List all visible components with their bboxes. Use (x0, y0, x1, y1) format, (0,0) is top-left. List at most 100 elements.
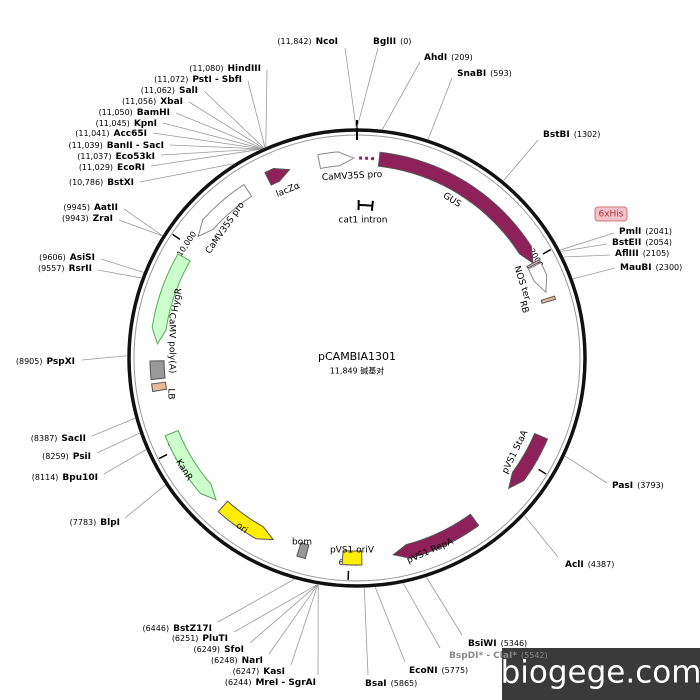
site-position: (9945) (63, 203, 90, 212)
feature-bracket (357, 199, 374, 211)
site-position: (11,842) (277, 37, 311, 46)
site-position: (8259) (42, 452, 69, 461)
site-position: (9606) (39, 253, 66, 262)
site-position: (11,029) (79, 163, 113, 172)
site-label: EcoNI (5775) (409, 666, 468, 676)
site-label: (6248) NarI (211, 656, 263, 666)
site-line (103, 449, 147, 475)
site-name: XbaI (160, 97, 183, 107)
site-position: (2105) (643, 249, 670, 258)
site-label: PmlI (2041) (619, 227, 672, 237)
feature-arrow (217, 500, 275, 541)
site-name: BsaI (365, 679, 387, 689)
site-label: (11,041) Acc65I (75, 129, 147, 139)
site-position: (2300) (656, 263, 683, 272)
feature-arrow (508, 432, 549, 490)
site-label: (11,029) EcoRI (79, 163, 145, 173)
site-name: PstI - SbfI (192, 75, 242, 85)
site-label: (11,056) XbaI (122, 97, 183, 107)
site-label: (11,037) Eco53kI (77, 152, 155, 162)
site-position: (3793) (637, 481, 664, 490)
site-line (169, 144, 262, 150)
site-position: (8114) (32, 473, 59, 482)
site-position: (6248) (211, 656, 238, 665)
site-name: EcoRI (117, 163, 145, 173)
site-name: Acc65I (113, 129, 147, 139)
site-label: MauBI (2300) (620, 263, 682, 273)
feature-box (149, 360, 166, 381)
site-name: RsrII (69, 264, 92, 274)
site-name: PsiI (73, 452, 91, 462)
site-name: AhdI (424, 53, 447, 63)
site-name: EcoNI (409, 666, 438, 676)
site-name: BstBI (543, 130, 570, 140)
feature-label: lacZα (275, 181, 302, 200)
site-label: (8905) PspXI (16, 357, 75, 367)
tick-mark (172, 233, 181, 241)
site-name: AclI (565, 560, 584, 570)
site-line (382, 61, 421, 130)
site-line (572, 267, 616, 280)
site-line (426, 577, 463, 636)
feature-arrow (164, 429, 217, 501)
site-label: (11,050) BamHI (99, 108, 170, 118)
site-position: (9557) (38, 264, 65, 273)
site-name: AsiSI (70, 253, 95, 263)
feature-label-box (594, 206, 628, 222)
plasmid-name: pCAMBIA1301 (318, 350, 396, 363)
site-name: SalI (179, 86, 198, 96)
site-position: (6251) (172, 634, 199, 643)
site-name: Eco53kI (115, 152, 155, 162)
feature-box (540, 295, 557, 304)
site-position: (11,041) (75, 129, 109, 138)
site-name: ZraI (93, 214, 113, 224)
site-label: (11,062) SalI (141, 86, 198, 96)
site-line (356, 47, 379, 129)
site-position: (11,045) (96, 119, 130, 128)
site-line (123, 208, 163, 236)
feature-label: HygR (170, 287, 184, 312)
site-line (268, 584, 319, 655)
feature-arrow (527, 262, 548, 294)
site-name: AflIII (615, 249, 639, 259)
site-position: (6249) (193, 645, 220, 654)
site-label: BsiWI (5346) (468, 639, 527, 649)
tick-mark (542, 248, 552, 255)
site-name: KpnI (134, 119, 157, 129)
site-position: (11,037) (77, 152, 111, 161)
site-position: (593) (490, 69, 512, 78)
site-position: (6446) (142, 624, 169, 633)
tick-mark (158, 453, 168, 460)
plasmid-length: 11,849 碱基对 (330, 366, 385, 376)
site-position: (6244) (225, 678, 252, 687)
site-line (150, 149, 261, 167)
site-label: AflIII (2105) (615, 249, 669, 259)
site-label: (11,842) NcoI (277, 37, 338, 47)
site-line (290, 584, 319, 666)
site-position: (8905) (16, 357, 43, 366)
site-name: SnaBI (457, 69, 486, 79)
site-label: SnaBI (593) (457, 69, 512, 79)
site-position: (6247) (233, 667, 260, 676)
site-line (100, 258, 144, 273)
site-name: BlpI (100, 518, 120, 528)
site-position: (5346) (501, 639, 528, 648)
feature-arrow (151, 253, 191, 346)
site-name: Bpu10I (62, 473, 98, 483)
site-label: (10,786) BstXI (69, 178, 134, 188)
site-position: (11,050) (99, 108, 133, 117)
site-line (249, 584, 318, 644)
site-name: BstXI (107, 178, 134, 188)
watermark-bg (502, 648, 700, 700)
feature-box (341, 549, 363, 566)
site-line (124, 484, 166, 519)
feature-label: CaMV35S pro (322, 170, 383, 183)
feature-box (296, 542, 310, 560)
site-label: AclI (4387) (565, 560, 614, 570)
site-label: BstEII (2054) (612, 238, 672, 248)
site-name: PasI (612, 481, 633, 491)
site-name: BstZ17I (173, 624, 212, 634)
site-position: (209) (451, 53, 473, 62)
site-line (503, 139, 539, 181)
site-name: NcoI (316, 37, 338, 47)
